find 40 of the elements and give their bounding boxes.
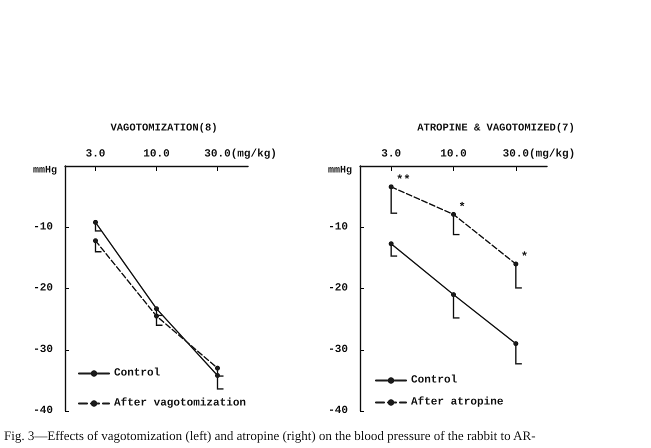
y-axis-title: mmHg — [328, 166, 352, 176]
chart-title: VAGOTOMIZATION(8) — [110, 122, 218, 134]
y-tick-label: -30 — [328, 344, 348, 356]
point — [513, 341, 518, 346]
point — [451, 212, 456, 217]
x-axis-title: (mg/kg) — [529, 148, 576, 160]
y-tick-label: -20 — [328, 282, 348, 294]
x-tick-label: 10.0 — [143, 148, 170, 160]
legend-label: After atropine — [411, 396, 504, 408]
x-tick-label: 3.0 — [381, 148, 402, 160]
point — [215, 366, 220, 371]
point — [388, 241, 394, 246]
point — [154, 306, 159, 312]
legend-label: Control — [411, 374, 458, 386]
x-tick-label: 30.0 — [502, 148, 530, 160]
annotation: * — [458, 200, 466, 214]
y-tick-label: -20 — [33, 282, 53, 294]
point — [154, 314, 159, 319]
x-tick-label: 3.0 — [86, 148, 106, 160]
x-tick-label: 10.0 — [440, 148, 467, 160]
annotation: * — [520, 250, 528, 264]
point — [93, 220, 98, 225]
point — [513, 262, 518, 266]
y-tick-label: -10 — [33, 221, 53, 234]
y-tick-label: -10 — [328, 221, 348, 234]
x-tick-label: 30.0 — [204, 148, 231, 160]
point — [215, 372, 220, 378]
point — [388, 184, 394, 190]
y-tick-label: -40 — [328, 405, 348, 417]
caption: Fig. 3—Effects of vagotomization (left) and atropine (right) on the blood pressure of the rabbit to AR- — [4, 428, 536, 444]
y-tick-label: -40 — [33, 405, 53, 417]
point — [451, 292, 456, 298]
chart-title: ATROPINE & VAGOTOMIZED(7) — [417, 122, 575, 134]
annotation: ** — [396, 172, 411, 187]
x-axis-title: (mg/kg) — [230, 148, 277, 160]
point — [93, 238, 98, 244]
legend-label: Control — [114, 368, 161, 380]
y-axis-title: mmHg — [32, 166, 57, 176]
legend-label: After vagotomization — [114, 396, 246, 410]
y-tick-label: -30 — [33, 344, 53, 356]
